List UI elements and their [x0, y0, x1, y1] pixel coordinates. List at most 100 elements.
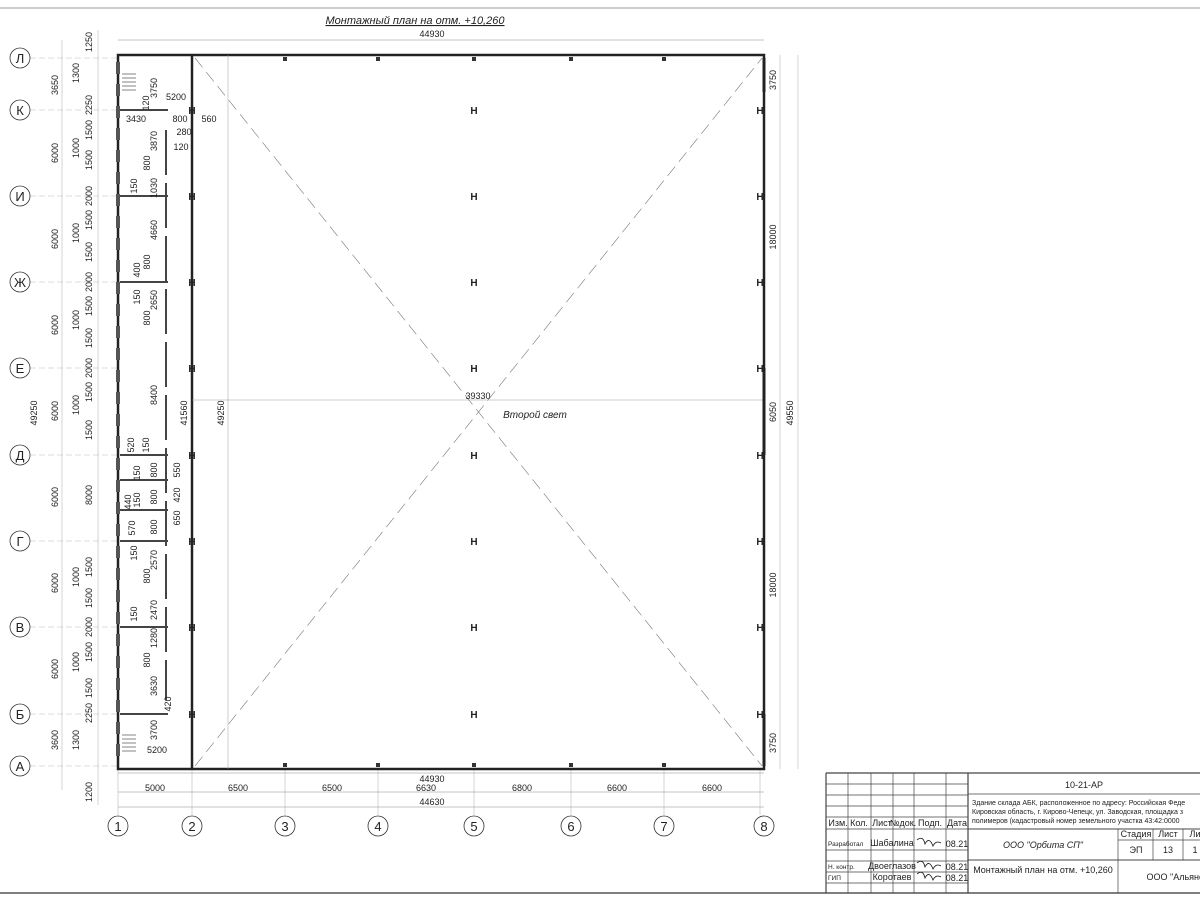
dimension-label: 800	[149, 462, 159, 477]
window-opening	[116, 304, 120, 316]
dimension-label: 1500	[84, 296, 94, 316]
axis-label: Е	[16, 361, 25, 376]
dimension-label: 1500	[84, 328, 94, 348]
dimension-label: 3700	[149, 720, 159, 740]
column-mark: H	[188, 364, 195, 375]
column-mark: H	[188, 278, 195, 289]
axis-label: 3	[281, 819, 288, 834]
dimension-label: 6000	[50, 315, 60, 335]
dimension-label: 6630	[416, 783, 436, 793]
date-value: 08.21	[946, 873, 969, 883]
role-label: ГИП	[828, 875, 841, 882]
window-opening	[116, 590, 120, 602]
dimension-label: 2470	[149, 600, 159, 620]
person-name: Коротаев	[873, 872, 912, 882]
table-header: Подп.	[918, 818, 942, 828]
dimension-label: 49250	[29, 400, 39, 425]
window-opening	[116, 260, 120, 272]
organization-name: ООО "Альянс	[1147, 872, 1200, 882]
dimension-label: 1000	[71, 138, 81, 158]
dimension-label: 1500	[84, 150, 94, 170]
date-value: 08.21	[946, 862, 969, 872]
window-opening	[116, 678, 120, 690]
axis-bubble	[560, 815, 582, 837]
column-mark: H	[188, 192, 195, 203]
dimension-label: 1500	[84, 242, 94, 262]
dimension-label: 2250	[84, 703, 94, 723]
column-mark: H	[470, 623, 477, 634]
window-opening	[116, 612, 120, 624]
axis-bubble	[9, 530, 31, 552]
column-mark	[662, 763, 666, 767]
column-mark	[662, 57, 666, 61]
dimension-label: 550	[172, 462, 182, 477]
dimension-label: 150	[141, 437, 151, 452]
axis-bubble	[653, 815, 675, 837]
drawing-title: Монтажный план на отм. +10,260	[326, 15, 506, 27]
dimension-label: 6050	[768, 402, 778, 422]
dimension-label: 2000	[84, 617, 94, 637]
table-header: Изм.	[828, 818, 847, 828]
dimension-label: 6000	[50, 229, 60, 249]
dimension-label: 3870	[149, 131, 159, 151]
dimension-label: 150	[129, 545, 139, 560]
dimension-label: 3750	[768, 733, 778, 753]
window-opening	[116, 348, 120, 360]
dimension-label: 800	[142, 254, 152, 269]
dimension-label: 520	[126, 437, 136, 452]
dimension-label: 800	[172, 114, 187, 124]
dimension-label: 8400	[149, 385, 159, 405]
dimension-label: 1500	[84, 557, 94, 577]
dimension-label: 150	[132, 289, 142, 304]
signature-image	[916, 860, 942, 870]
dimension-label: 1500	[84, 120, 94, 140]
column-mark	[569, 57, 573, 61]
sheet-title: Монтажный план на отм. +10,260	[973, 865, 1113, 875]
axis-label: 2	[188, 819, 195, 834]
dimension-label: 1500	[84, 588, 94, 608]
axis-bubble	[367, 815, 389, 837]
window-opening	[116, 502, 120, 514]
axis-bubble	[9, 47, 31, 69]
window-opening	[116, 370, 120, 382]
dimension-label: 150	[129, 606, 139, 621]
axis-label: А	[16, 759, 25, 774]
column-mark: H	[188, 537, 195, 548]
dimension-label: 280	[176, 127, 191, 137]
column-mark	[472, 57, 476, 61]
dimension-label: 2570	[149, 550, 159, 570]
dimension-label: 800	[142, 155, 152, 170]
axis-bubble	[9, 99, 31, 121]
axis-bubble	[9, 755, 31, 777]
dimension-label: 1250	[84, 32, 94, 52]
axis-label: В	[16, 620, 25, 635]
column-mark: H	[188, 710, 195, 721]
window-opening	[116, 128, 120, 140]
dimension-label: 1300	[71, 63, 81, 83]
address-line: Здание склада АБК, расположенное по адре…	[972, 799, 1185, 807]
role-label: Разработал	[828, 840, 864, 848]
column-mark: H	[470, 537, 477, 548]
column-mark: H	[188, 623, 195, 634]
dimension-label: 800	[142, 568, 152, 583]
dimension-label: 650	[172, 510, 182, 525]
column-mark: H	[188, 451, 195, 462]
role-label: Н. контр.	[828, 864, 855, 871]
window-opening	[116, 722, 120, 734]
dimension-label: 5200	[166, 92, 186, 102]
column-mark: H	[470, 192, 477, 203]
dimension-label: 6500	[228, 783, 248, 793]
dimension-label: 1500	[84, 642, 94, 662]
dimension-label: 8000	[84, 485, 94, 505]
dimension-label: 1000	[71, 652, 81, 672]
dimension-label: 44930	[419, 29, 444, 39]
dimension-label: 18000	[768, 572, 778, 597]
dimension-label: 5200	[147, 745, 167, 755]
dimension-label: 560	[201, 114, 216, 124]
dimension-label: 6000	[50, 143, 60, 163]
person-name: Двоеглазов	[868, 861, 916, 871]
dimension-label: 3650	[50, 75, 60, 95]
axis-bubble	[274, 815, 296, 837]
